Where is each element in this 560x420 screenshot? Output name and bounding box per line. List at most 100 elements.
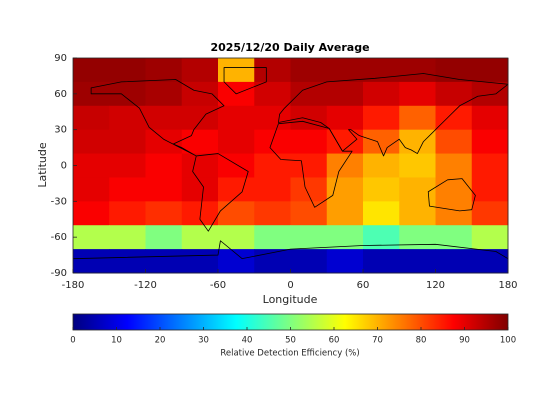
heat-cell [326,81,364,107]
heat-cell [435,249,473,274]
heat-cell [181,153,219,178]
heat-cell [471,153,509,178]
heat-cell [73,177,110,202]
heat-cell [181,177,219,202]
heat-cell [145,81,183,107]
heat-cell [218,58,255,83]
heat-cell [290,58,328,83]
y-tick-label: -90 [51,268,67,279]
heat-cell [181,58,219,83]
heat-cell [109,177,146,202]
heat-cell [73,249,110,274]
heat-cell [471,225,509,250]
heat-cell [326,249,364,274]
x-tick-label: 120 [426,280,445,291]
heat-cell [435,129,473,155]
heat-cell [181,249,219,274]
heat-cell [471,201,509,226]
heat-cell [145,201,183,226]
heat-cell [73,129,110,155]
heat-cell [218,129,255,155]
colorbar-tick-label: 80 [416,336,427,346]
heat-cell [145,105,183,131]
colorbar-tick-label: 60 [329,336,340,346]
colorbar-tick-label: 50 [285,336,296,346]
heat-cell [399,105,436,131]
heat-cell [326,129,364,155]
colorbar-label: Relative Detection Efficiency (%) [220,349,359,359]
heat-cell [326,177,364,202]
heat-cell [290,201,328,226]
y-tick-label: 30 [54,125,67,136]
heat-cell [181,81,219,107]
heat-cell [399,249,436,274]
heat-cell [363,58,400,83]
heat-cell [435,201,473,226]
x-tick-label: 60 [357,280,370,291]
heat-cell [363,201,400,226]
heat-cell [73,225,110,250]
heat-cell [399,81,436,107]
heat-cell [471,129,509,155]
heat-cell [471,105,509,131]
heat-cell [254,58,291,83]
heat-cell [254,249,291,274]
y-tick-label: 90 [54,53,67,64]
heat-cell [109,129,146,155]
heat-cell [471,58,509,83]
colorbar-tick-label: 90 [459,336,470,346]
heat-cell [254,201,291,226]
heat-cell [363,81,400,107]
heat-cell [435,105,473,131]
heat-cell [399,58,436,83]
heat-cell [399,201,436,226]
heat-cell [435,177,473,202]
colorbar-tick-label: 20 [155,336,166,346]
heat-cell [363,225,400,250]
heat-cell [290,249,328,274]
heat-cell [326,153,364,178]
heat-cell [471,81,509,107]
heat-cell [254,81,291,107]
heat-cell [290,225,328,250]
heat-cell [109,58,146,83]
heat-cell [363,153,400,178]
heat-cell [399,153,436,178]
heat-cell [181,225,219,250]
heat-cell [218,249,255,274]
heat-cell [471,249,509,274]
heat-cell [399,177,436,202]
x-tick-label: -120 [134,280,157,291]
colorbar-tick-label: 70 [372,336,383,346]
heat-cell [109,225,146,250]
heat-cell [435,153,473,178]
heat-cell [254,153,291,178]
heat-cell [73,201,110,226]
heat-cell [326,201,364,226]
heat-cell [181,129,219,155]
heat-cell [218,225,255,250]
heat-cell [145,249,183,274]
heat-cell [254,105,291,131]
heat-cell [73,153,110,178]
heat-cell [363,105,400,131]
heat-cell [218,177,255,202]
heat-cell [145,225,183,250]
y-tick-label: 0 [61,161,67,172]
heat-cell [290,153,328,178]
y-tick-label: -60 [51,232,67,243]
heat-cell [254,177,291,202]
heat-cell [363,249,400,274]
heat-cell [145,58,183,83]
heat-cell [145,129,183,155]
heat-cell [399,129,436,155]
heat-cell [290,177,328,202]
heat-cell [363,177,400,202]
y-tick-label: 60 [54,89,67,100]
heat-cell [399,225,436,250]
heat-cell [218,105,255,131]
heat-cell [435,225,473,250]
heat-cell [181,105,219,131]
colorbar-tick-label: 30 [198,336,209,346]
heat-cell [145,153,183,178]
